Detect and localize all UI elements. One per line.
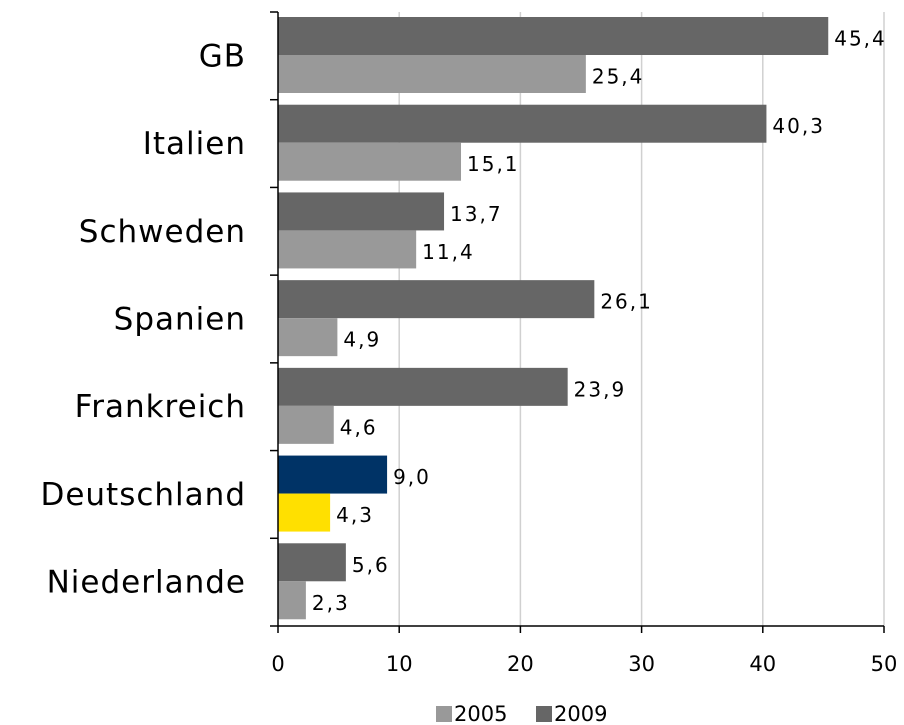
x-tick-label: 50	[871, 652, 898, 676]
value-label: 9,0	[393, 465, 431, 489]
bar	[278, 104, 767, 143]
legend-label: 2009	[554, 702, 607, 725]
x-tick-label: 10	[386, 652, 413, 676]
bar	[278, 367, 568, 406]
bar	[278, 543, 346, 582]
category-label: Schweden	[79, 214, 246, 250]
bar	[278, 318, 338, 357]
value-label: 13,7	[450, 202, 503, 226]
category-label: Frankreich	[75, 389, 246, 425]
bar	[278, 230, 417, 269]
category-label: Deutschland	[40, 477, 246, 513]
bar	[278, 455, 388, 494]
value-label: 40,3	[772, 114, 825, 138]
category-label: Spanien	[114, 302, 246, 338]
bar	[278, 280, 595, 319]
x-tick-label: 30	[628, 652, 655, 676]
value-label: 4,9	[343, 328, 381, 352]
bar	[278, 405, 334, 444]
value-label: 45,4	[834, 27, 887, 51]
value-label: 2,3	[312, 591, 350, 615]
x-tick-label: 20	[507, 652, 534, 676]
bar	[278, 142, 462, 181]
legend-swatch	[436, 706, 452, 722]
value-label: 15,1	[467, 152, 520, 176]
value-label: 26,1	[600, 290, 653, 314]
legend-swatch	[536, 706, 552, 722]
value-label: 23,9	[574, 377, 627, 401]
legend-label: 2005	[454, 702, 507, 725]
x-tick-label: 0	[271, 652, 284, 676]
value-label: 4,3	[336, 503, 374, 527]
bar	[278, 55, 586, 93]
bar	[278, 192, 445, 231]
value-label: 11,4	[422, 240, 475, 264]
value-label: 25,4	[592, 65, 645, 89]
value-label: 5,6	[352, 553, 390, 577]
x-tick-label: 40	[749, 652, 776, 676]
category-label: Italien	[143, 126, 246, 162]
bar	[278, 493, 331, 532]
category-label: Niederlande	[47, 565, 246, 601]
bar	[278, 581, 306, 620]
category-label: GB	[199, 38, 246, 74]
value-label: 4,6	[340, 415, 378, 439]
bar	[278, 17, 829, 55]
